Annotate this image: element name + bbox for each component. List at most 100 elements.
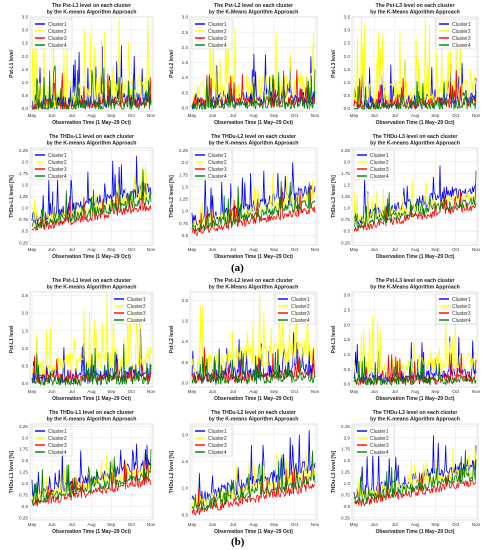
b-pst-l2-x-axis-label: Observation Time (1 May–29 Oct) (214, 396, 293, 402)
b-thdu-l3-series-line-cluster4 (353, 450, 477, 504)
a-thdu-l2-legend-label-cluster2: Cluster2 (208, 160, 227, 166)
a-pst-l2-y-tick-label: 0.5 (182, 90, 189, 95)
b-thdu-l2-y-tick-label: 1.0 (182, 486, 189, 491)
a-pst-l3-x-axis-label: Observation Time (1 May–29 Oct) (376, 120, 455, 126)
b-thdu-l2-x-tick-label: Jul (230, 522, 236, 527)
b-thdu-l2-series-line-cluster4 (191, 450, 316, 512)
a-thdu-l2-x-tick-label: Jun (209, 247, 217, 252)
a-thdu-l3-y-tick-label: 0.75 (341, 217, 350, 222)
b-pst-l3-title-line: The Pst-L3 level on each cluster (376, 278, 455, 284)
a-thdu-l3-x-tick-label: Nov (472, 247, 481, 252)
a-thdu-l1-series-line-cluster4 (31, 169, 152, 229)
b-pst-l2-legend-label-cluster2: Cluster2 (291, 304, 310, 310)
a-thdu-l2-x-tick-label: Sep (270, 247, 279, 252)
a-pst-l2-y-tick-label: 1.0 (182, 75, 189, 80)
b-thdu-l1-y-tick-label: 0.5 (22, 504, 29, 509)
b-pst-l1-x-tick-label: Sep (107, 389, 116, 394)
a-thdu-l3-title-line: The THDu-L3 level on each cluster (373, 134, 458, 140)
a-pst-l1-legend-label-cluster4: Cluster4 (48, 43, 67, 49)
b-thdu-l3-y-tick-label: 0.25 (341, 515, 350, 520)
b-thdu-l3-y-tick-label: 1.75 (341, 447, 350, 452)
b-pst-l2-title-line: by the K-Means Algorithm Approach (209, 285, 299, 291)
b-thdu-l1-series-line-cluster4 (31, 449, 152, 505)
b-pst-l3-x-tick-label: Oct (452, 389, 460, 394)
b-thdu-l3-x-tick-label: Sep (431, 522, 440, 527)
a-pst-l2-series-line-cluster4 (191, 69, 316, 110)
b-thdu-l3-legend-label-cluster1: Cluster1 (370, 429, 389, 435)
a-thdu-l3-x-axis-label: Observation Time (1 May–29 Oct) (376, 254, 455, 260)
b-thdu-l1-legend-label-cluster4: Cluster4 (48, 450, 67, 456)
b-thdu-l1-y-tick-label: 2.0 (22, 435, 29, 440)
b-pst-l3-x-tick-label: Sep (431, 389, 440, 394)
b-pst-l1-x-tick-label: Aug (87, 389, 96, 394)
b-thdu-l1-x-tick-label: Nov (147, 522, 156, 527)
b-thdu-l3-x-tick-label: May (350, 522, 359, 527)
b-thdu-l2-x-tick-label: Aug (249, 522, 258, 527)
b-thdu-l2-y-axis-label: THDu-L2 level [%] (169, 450, 175, 493)
a-thdu-l2-x-tick-label: Nov (311, 247, 320, 252)
a-thdu-l2-series-line-cluster4 (191, 181, 316, 232)
a-thdu-l2-x-axis-label: Observation Time (1 May–29 Oct) (214, 254, 293, 260)
a-pst-l2-y-tick-label: 2.5 (182, 30, 189, 35)
a-thdu-l1-x-tick-label: Jun (48, 247, 56, 252)
a-thdu-l1-series-line-cluster3 (31, 187, 152, 231)
b-pst-l1-legend-label-cluster2: Cluster2 (127, 304, 146, 310)
a-thdu-l2-series-line-cluster1 (191, 162, 316, 226)
a-pst-l1-x-tick-label: Oct (128, 113, 136, 118)
a-thdu-l3-y-axis-label: THDu-L3 level [%] (331, 175, 337, 218)
b-thdu-l3-y-tick-label: 1.0 (344, 481, 351, 486)
a-pst-l2-legend-label-cluster2: Cluster2 (208, 29, 227, 35)
a-thdu-l2-legend-label-cluster1: Cluster1 (208, 153, 227, 159)
b-pst-l3-x-axis-label: Observation Time (1 May–29 Oct) (376, 396, 455, 402)
a-thdu-l1-y-tick-label: 1.5 (22, 183, 29, 188)
b-thdu-l2-y-tick-label: 0.5 (182, 512, 189, 517)
a-thdu-l1-y-tick-label: 2.25 (19, 148, 28, 153)
a-pst-l3-y-axis-label: Pst-L3 level (331, 49, 337, 77)
b-pst-l3-y-tick-label: 0.5 (344, 367, 351, 372)
a-pst-l1-legend-label-cluster2: Cluster2 (48, 29, 67, 35)
a-pst-l2-y-tick-label: 1.5 (182, 60, 189, 65)
a-thdu-l3-x-tick-label: Jun (371, 247, 379, 252)
a-thdu-l2-x-tick-label: Aug (249, 247, 258, 252)
b-pst-l1-y-tick-label: 2.0 (22, 311, 29, 316)
a-pst-l1-x-tick-label: May (28, 113, 37, 118)
b-pst-l3-legend-label-cluster4: Cluster4 (452, 318, 471, 324)
b-pst-l2-x-tick-label: Oct (291, 389, 299, 394)
a-thdu-l2-y-axis-label: THDu-L2 level [%] (169, 175, 175, 218)
a-thdu-l3-title-line: by the K-means Algorithm Approach (370, 141, 460, 147)
b-pst-l1-x-tick-label: Jun (48, 389, 56, 394)
a-pst-l3-title-line: by the K-Means Algorithm Approach (370, 10, 460, 16)
a-thdu-l3-x-tick-label: Jul (392, 247, 398, 252)
a-pst-l1-legend-label-cluster1: Cluster1 (48, 22, 67, 28)
a-thdu-l3-series-line-cluster4 (353, 170, 477, 229)
a-thdu-l2-y-tick-label: 1.5 (182, 184, 189, 189)
a-thdu-l2-y-tick-label: 1.75 (179, 172, 188, 177)
a-pst-l1-y-tick-label: 0.0 (22, 106, 29, 111)
a-thdu-l2-x-tick-label: Oct (291, 247, 299, 252)
b-pst-l3-y-tick-label: 0.0 (344, 382, 351, 387)
a-thdu-l1-x-axis-label: Observation Time (1 May–29 Oct) (52, 254, 131, 260)
a-thdu-l3-legend-label-cluster1: Cluster1 (370, 153, 389, 159)
a-pst-l3-legend-label-cluster2: Cluster2 (452, 29, 471, 35)
a-pst-l2-x-tick-label: Oct (291, 113, 299, 118)
a-thdu-l3-legend-box (353, 149, 395, 181)
a-pst-l1-y-tick-label: 2.5 (22, 41, 29, 46)
a-thdu-l2-title-line: The THDu-L2 level on each cluster (211, 134, 296, 140)
b-pst-l3-title-line: by the K-Means Algorithm Approach (370, 285, 460, 291)
a-pst-l3-y-tick-label: 0.5 (344, 93, 351, 98)
a-pst-l3-title-line: The Pst-L3 level on each cluster (376, 3, 455, 9)
b-thdu-l3-title-line: The THDu-L3 level on each cluster (373, 410, 458, 416)
a-thdu-l1-y-tick-label: 1.0 (22, 206, 29, 211)
b-pst-l1-x-axis-label: Observation Time (1 May–29 Oct) (52, 396, 131, 402)
a-thdu-l3-y-tick-label: 0.5 (344, 229, 351, 234)
b-thdu-l3-x-tick-label: Jun (371, 522, 379, 527)
b-thdu-l2-x-tick-label: Sep (270, 522, 279, 527)
b-thdu-l1-legend-label-cluster2: Cluster2 (48, 436, 67, 442)
panel-label-a: (a) (231, 262, 244, 274)
b-thdu-l3-y-tick-label: 2.25 (341, 424, 350, 429)
a-thdu-l1-y-tick-label: 1.75 (19, 171, 28, 176)
b-pst-l2-x-tick-label: Jul (230, 389, 236, 394)
b-pst-l2-x-tick-label: Jun (209, 389, 217, 394)
b-thdu-l2-x-axis-label: Observation Time (1 May–29 Oct) (214, 529, 293, 535)
